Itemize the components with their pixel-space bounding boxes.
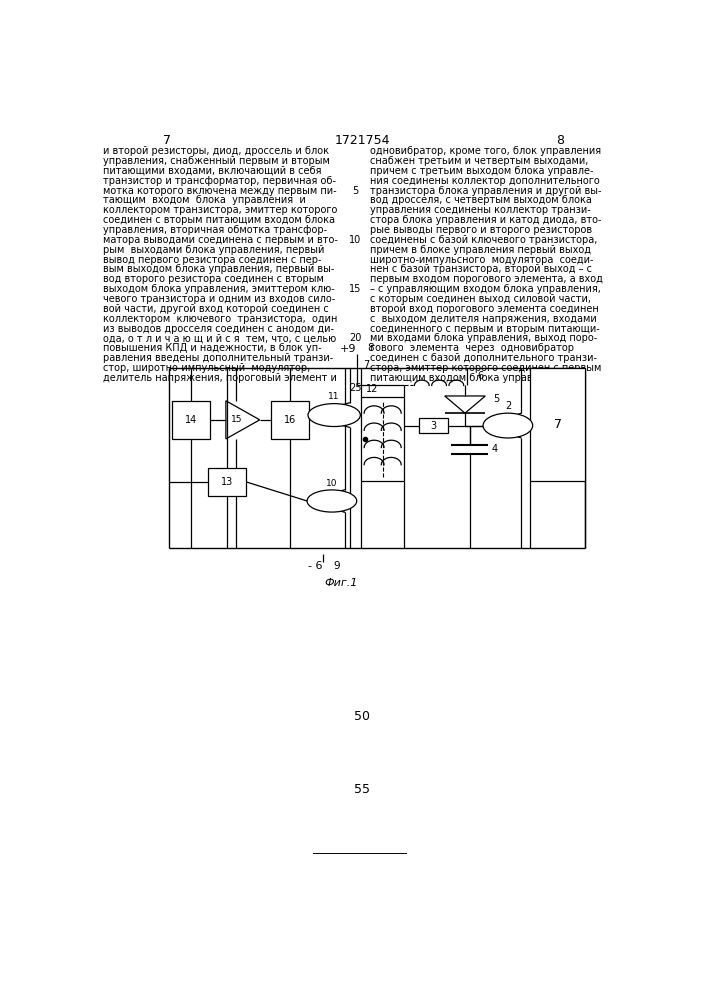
Text: 6: 6 — [478, 371, 484, 381]
Bar — [208, 468, 246, 496]
Text: 11: 11 — [329, 392, 340, 401]
Text: вывод первого резистора соединен с пер-: вывод первого резистора соединен с пер- — [103, 255, 322, 265]
Text: широтно-импульсного  модулятора  соеди-: широтно-импульсного модулятора соеди- — [370, 255, 593, 265]
Text: рым  выходами блока управления, первый: рым выходами блока управления, первый — [103, 245, 325, 255]
Text: вод второго резистора соединен с вторым: вод второго резистора соединен с вторым — [103, 274, 324, 284]
Text: 15: 15 — [349, 284, 361, 294]
Text: 13: 13 — [221, 477, 233, 487]
Text: рые выводы первого и второго резисторов: рые выводы первого и второго резисторов — [370, 225, 592, 235]
Text: ми входами блока управления, выход поро-: ми входами блока управления, выход поро- — [370, 333, 597, 343]
Text: выходом блока управления, эмиттером клю-: выходом блока управления, эмиттером клю- — [103, 284, 335, 294]
Text: вой части, другой вход которой соединен с: вой части, другой вход которой соединен … — [103, 304, 329, 314]
Text: мотка которого включена между первым пи-: мотка которого включена между первым пи- — [103, 186, 337, 196]
Text: транзистор и трансформатор, первичная об-: транзистор и трансформатор, первичная об… — [103, 176, 337, 186]
Text: вод дросселя, с четвертым выходом блока: вод дросселя, с четвертым выходом блока — [370, 195, 592, 205]
Text: 15: 15 — [231, 415, 243, 424]
Text: 1721754: 1721754 — [334, 134, 390, 147]
Text: гового  элемента  через  одновибратор: гового элемента через одновибратор — [370, 343, 573, 353]
Text: 7: 7 — [363, 360, 369, 370]
Bar — [271, 401, 310, 439]
Text: 7: 7 — [163, 134, 171, 147]
Ellipse shape — [308, 404, 361, 427]
Text: 4: 4 — [491, 444, 498, 454]
Text: 50: 50 — [354, 710, 370, 723]
Text: управления, вторичная обмотка трансфор-: управления, вторичная обмотка трансфор- — [103, 225, 327, 235]
Text: с  выходом делителя напряжения, входами: с выходом делителя напряжения, входами — [370, 314, 597, 324]
Text: управления, снабженный первым и вторым: управления, снабженный первым и вторым — [103, 156, 330, 166]
Text: ода, о т л и ч а ю щ и й с я  тем, что, с целью: ода, о т л и ч а ю щ и й с я тем, что, с… — [103, 333, 337, 343]
Text: 8: 8 — [367, 343, 373, 353]
Text: 7: 7 — [554, 418, 561, 431]
Text: +9: +9 — [340, 344, 357, 354]
Text: - 6: - 6 — [308, 561, 323, 571]
Text: – с управляющим входом блока управления,: – с управляющим входом блока управления, — [370, 284, 600, 294]
Text: стор, широтно-импульсный  модулятор,: стор, широтно-импульсный модулятор, — [103, 363, 310, 373]
Text: 20: 20 — [349, 333, 361, 343]
Text: чевого транзистора и одним из входов сило-: чевого транзистора и одним из входов сил… — [103, 294, 336, 304]
Text: 5: 5 — [493, 394, 500, 404]
Text: ния соединены коллектор дополнительного: ния соединены коллектор дополнительного — [370, 176, 600, 186]
Bar — [530, 368, 585, 481]
Text: соединенного с первым и вторым питающи-: соединенного с первым и вторым питающи- — [370, 324, 600, 334]
Text: коллектором  ключевого  транзистора,  один: коллектором ключевого транзистора, один — [103, 314, 338, 324]
Text: повышения КПД и надежности, в блок уп-: повышения КПД и надежности, в блок уп- — [103, 343, 322, 353]
Text: одновибратор, кроме того, блок управления: одновибратор, кроме того, блок управлени… — [370, 146, 601, 156]
Text: 10: 10 — [349, 235, 361, 245]
Ellipse shape — [307, 490, 357, 512]
Text: 14: 14 — [185, 415, 197, 425]
Text: делитель напряжения, пороговый элемент и: делитель напряжения, пороговый элемент и — [103, 373, 337, 383]
Text: коллектором транзистора, эмиттер которого: коллектором транзистора, эмиттер которог… — [103, 205, 338, 215]
Text: и второй резисторы, диод, дроссель и блок: и второй резисторы, диод, дроссель и бло… — [103, 146, 329, 156]
Text: соединены с базой ключевого транзистора,: соединены с базой ключевого транзистора, — [370, 235, 597, 245]
Text: 12: 12 — [366, 384, 378, 394]
Text: 55: 55 — [354, 783, 370, 796]
Text: нен с базой транзистора, второй выход – с: нен с базой транзистора, второй выход – … — [370, 264, 592, 274]
Text: стора, эмиттер которого соединен с первым: стора, эмиттер которого соединен с первы… — [370, 363, 601, 373]
Text: управления соединены коллектор транзи-: управления соединены коллектор транзи- — [370, 205, 590, 215]
Text: 9: 9 — [333, 561, 340, 571]
Text: равления введены дополнительный транзи-: равления введены дополнительный транзи- — [103, 353, 334, 363]
Text: 16: 16 — [284, 415, 296, 425]
Text: 8: 8 — [556, 134, 564, 147]
Text: второй вход порогового элемента соединен: второй вход порогового элемента соединен — [370, 304, 598, 314]
Text: соединен с базой дополнительного транзи-: соединен с базой дополнительного транзи- — [370, 353, 597, 363]
Text: с которым соединен выход силовой части,: с которым соединен выход силовой части, — [370, 294, 590, 304]
Text: причем с третьим выходом блока управле-: причем с третьим выходом блока управле- — [370, 166, 593, 176]
Text: из выводов дросселя соединен с анодом ди-: из выводов дросселя соединен с анодом ди… — [103, 324, 334, 334]
Text: соединен с вторым питающим входом блока: соединен с вторым питающим входом блока — [103, 215, 335, 225]
Text: тающим  входом  блока  управления  и: тающим входом блока управления и — [103, 195, 306, 205]
Ellipse shape — [483, 413, 532, 438]
Text: 2: 2 — [505, 401, 511, 411]
Text: питающим входом блока управления.: питающим входом блока управления. — [370, 373, 566, 383]
Text: 5: 5 — [352, 186, 358, 196]
Text: питающими входами, включающий в себя: питающими входами, включающий в себя — [103, 166, 322, 176]
Text: стора блока управления и катод диода, вто-: стора блока управления и катод диода, вт… — [370, 215, 601, 225]
Text: Фиг.1: Фиг.1 — [325, 578, 358, 588]
Bar — [172, 401, 210, 439]
Bar — [419, 418, 448, 433]
Text: первым входом порогового элемента, а вход: первым входом порогового элемента, а вхо… — [370, 274, 602, 284]
Text: 10: 10 — [326, 479, 338, 488]
Text: 3: 3 — [431, 421, 436, 431]
Text: причем в блоке управления первый выход: причем в блоке управления первый выход — [370, 245, 590, 255]
Text: 25: 25 — [349, 383, 361, 393]
Text: снабжен третьим и четвертым выходами,: снабжен третьим и четвертым выходами, — [370, 156, 588, 166]
Text: транзистора блока управления и другой вы-: транзистора блока управления и другой вы… — [370, 186, 601, 196]
Text: вым выходом блока управления, первый вы-: вым выходом блока управления, первый вы- — [103, 264, 334, 274]
Text: матора выводами соединена с первым и вто-: матора выводами соединена с первым и вто… — [103, 235, 338, 245]
